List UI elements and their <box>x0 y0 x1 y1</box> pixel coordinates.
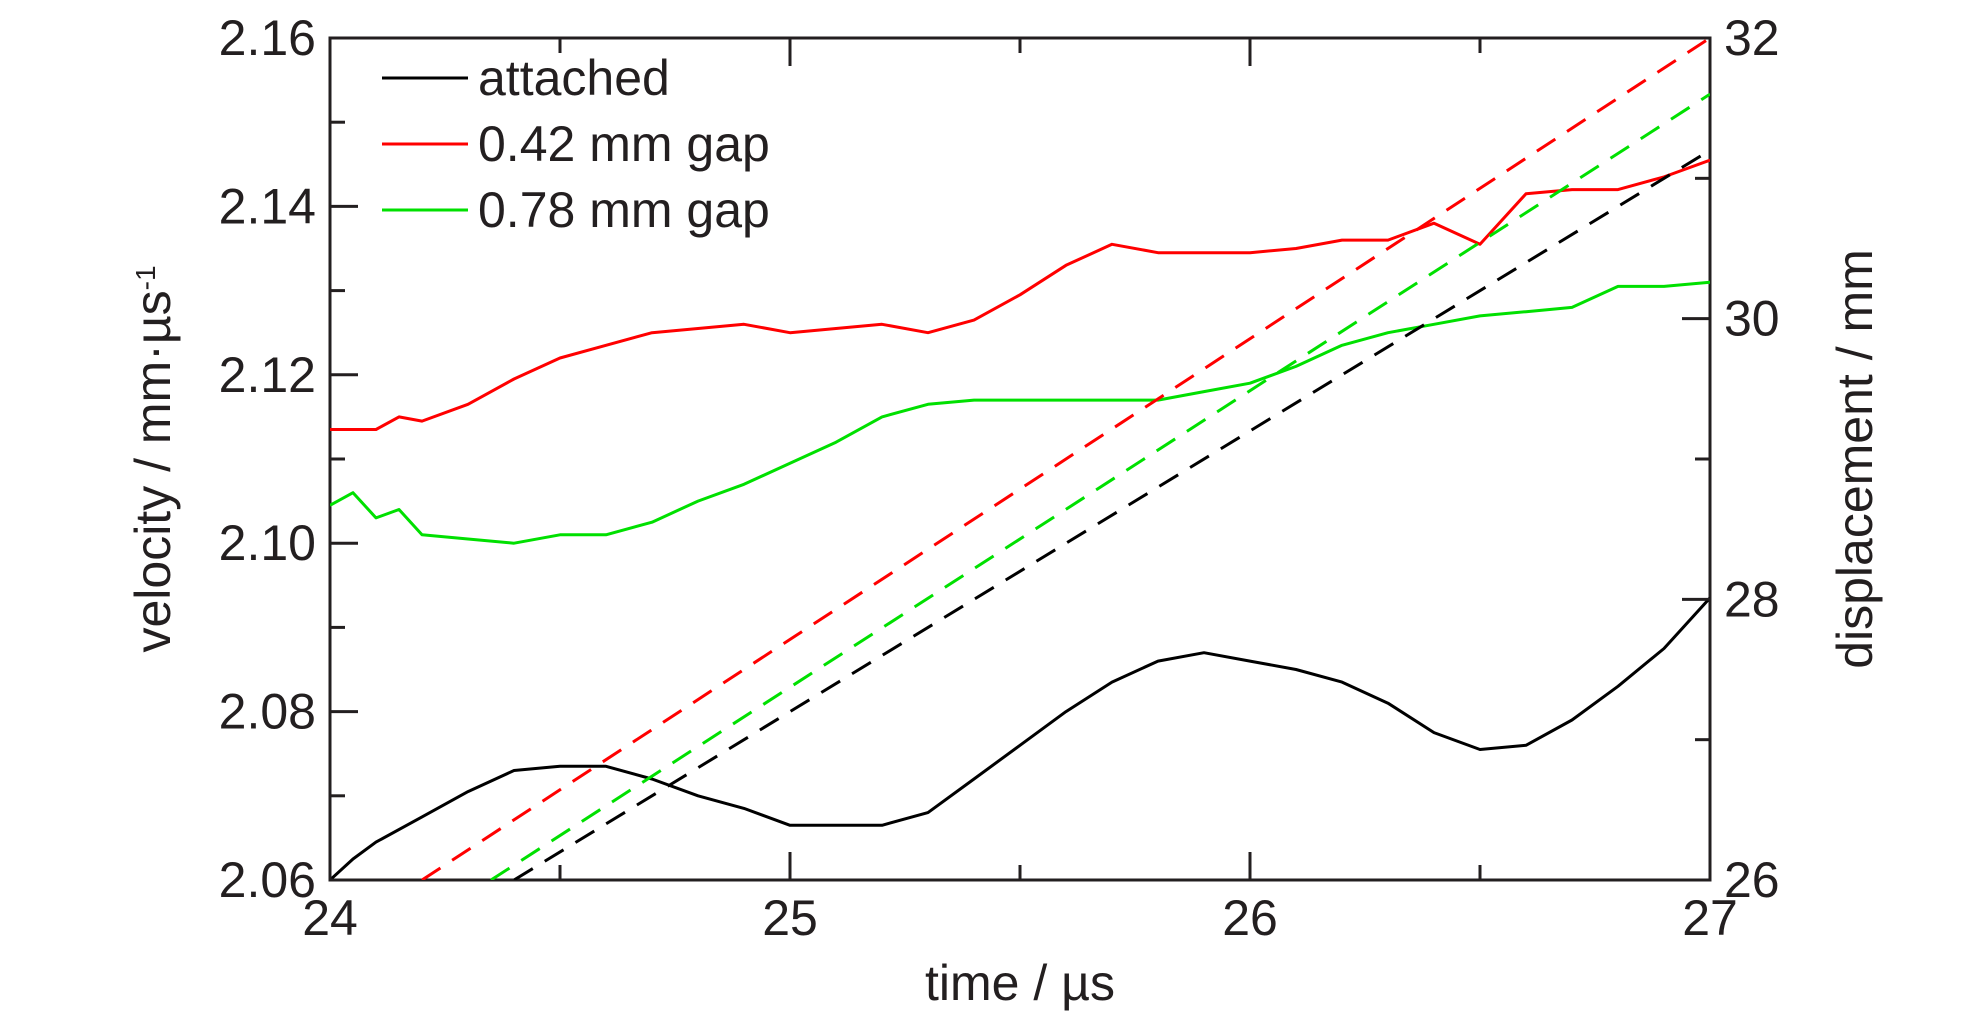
y-axis-left-title-main: velocity / mm·µs <box>125 290 181 652</box>
x-tick-label: 24 <box>302 890 358 946</box>
x-tick-label: 27 <box>1682 890 1738 946</box>
series-displacement-0-42-mm-gap <box>421 38 1710 880</box>
y-right-tick-label: 30 <box>1724 291 1780 347</box>
y-left-tick-label: 2.08 <box>219 684 316 740</box>
y-left-tick-label: 2.16 <box>219 10 316 66</box>
x-axis-title: time / µs <box>925 955 1115 1011</box>
series-displacement-attached <box>513 149 1710 880</box>
x-tick-label: 25 <box>762 890 818 946</box>
ticks-layer <box>328 36 1712 882</box>
legend-label: attached <box>478 50 670 106</box>
y-left-tick-label: 2.14 <box>219 178 316 234</box>
y-left-tick-label: 2.06 <box>219 852 316 908</box>
legend: attached 0.42 mm gap 0.78 mm gap <box>382 50 770 238</box>
y-right-tick-label: 32 <box>1724 10 1780 66</box>
legend-label: 0.42 mm gap <box>478 116 770 172</box>
y-left-tick-label: 2.12 <box>219 347 316 403</box>
y-right-tick-label: 26 <box>1724 852 1780 908</box>
y-right-tick-label: 28 <box>1724 571 1780 627</box>
legend-label: 0.78 mm gap <box>478 182 770 238</box>
series-layer <box>330 38 1710 880</box>
y-axis-left-title-superscript: -1 <box>130 265 161 290</box>
series-velocity-0-78-mm-gap <box>330 280 1710 545</box>
y-axis-right-title: displacement / mm <box>1827 249 1883 669</box>
x-tick-label: 26 <box>1222 890 1278 946</box>
y-axis-left-title: velocity / mm·µs-1 <box>125 265 181 652</box>
series-velocity-0-42-mm-gap <box>330 158 1710 431</box>
series-displacement-0-78-mm-gap <box>490 92 1710 880</box>
y-left-tick-label: 2.10 <box>219 515 316 571</box>
series-velocity-attached <box>330 596 1710 880</box>
